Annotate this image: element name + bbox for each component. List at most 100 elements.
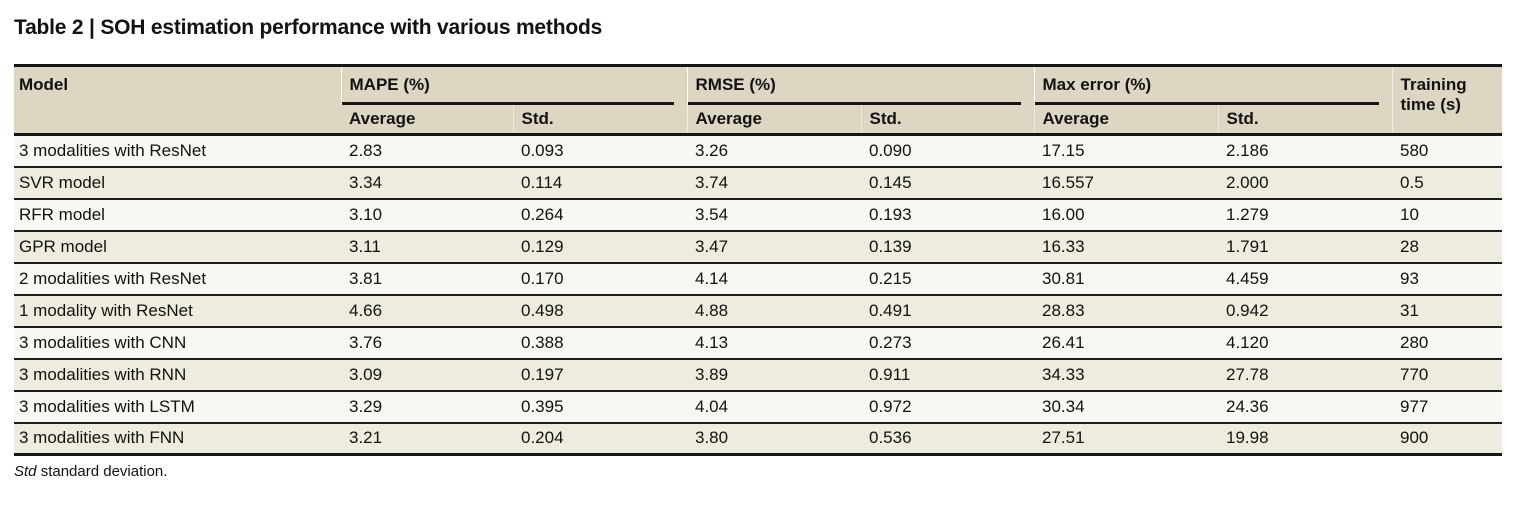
cell-maxerror-average: 30.81	[1042, 268, 1085, 288]
table-row: SVR model 3.34 0.114 3.74 0.145 16.557 2…	[14, 166, 1503, 199]
cell-mape-average: 4.66	[349, 300, 383, 320]
cell-model: 3 modalities with FNN	[19, 428, 185, 448]
cell-rmse-average: 3.26	[695, 140, 729, 160]
cell-mape-average: 3.21	[349, 428, 383, 448]
cell-maxerror-average: 16.33	[1042, 236, 1085, 256]
cell-rmse-std: 0.972	[869, 396, 912, 416]
table-header: Model MAPE (%) RMSE (%) Max error (%) Tr…	[14, 65, 1503, 135]
table-body: 3 modalities with ResNet 2.83 0.093 3.26…	[14, 134, 1503, 455]
cell-maxerror-average: 16.00	[1042, 204, 1085, 224]
cell-model: 3 modalities with RNN	[19, 364, 187, 384]
table-row: 3 modalities with RNN 3.09 0.197 3.89 0.…	[14, 358, 1503, 391]
cell-rmse-average: 4.13	[695, 332, 729, 352]
cell-maxerror-std: 24.36	[1226, 396, 1269, 416]
cell-maxerror-std: 4.120	[1226, 332, 1269, 352]
group-header-maxerror: Max error (%)	[1033, 65, 1393, 105]
cell-model: GPR model	[19, 236, 107, 256]
group-header-rmse: RMSE (%)	[686, 65, 1034, 105]
page: Table 2 | SOH estimation performance wit…	[14, 16, 1503, 481]
cell-mape-average: 3.11	[349, 236, 381, 256]
cell-rmse-average: 4.04	[695, 396, 729, 416]
col-header-model: Model	[14, 65, 341, 135]
footnote: Std standard deviation.	[14, 463, 1502, 481]
cell-rmse-std: 0.193	[869, 204, 912, 224]
table-row: 1 modality with ResNet 4.66 0.498 4.88 0…	[14, 294, 1503, 327]
cell-training-time: 770	[1400, 364, 1429, 384]
col-header-training-time: Training time (s)	[1391, 65, 1503, 135]
cell-maxerror-average: 28.83	[1042, 300, 1085, 320]
cell-mape-average: 2.83	[349, 140, 383, 160]
cell-training-time: 28	[1400, 236, 1419, 256]
cell-maxerror-std: 0.942	[1226, 300, 1269, 320]
cell-rmse-std: 0.273	[869, 332, 912, 352]
table-title: Table 2 | SOH estimation performance wit…	[14, 16, 603, 39]
cell-training-time: 10	[1400, 204, 1419, 224]
cell-rmse-std: 0.536	[869, 428, 912, 448]
cell-rmse-std: 0.911	[869, 364, 911, 384]
cell-maxerror-average: 17.15	[1042, 140, 1085, 160]
group-header-mape: MAPE (%)	[340, 65, 687, 105]
subheader-mape-std: Std.	[512, 104, 687, 135]
cell-maxerror-std: 4.459	[1226, 268, 1269, 288]
cell-model: 3 modalities with CNN	[19, 332, 187, 352]
cell-rmse-average: 4.88	[695, 300, 729, 320]
cell-maxerror-average: 30.34	[1042, 396, 1085, 416]
cell-rmse-average: 3.54	[695, 204, 729, 224]
cell-mape-average: 3.09	[349, 364, 383, 384]
cell-rmse-average: 3.74	[695, 172, 729, 192]
cell-training-time: 0.5	[1400, 172, 1424, 192]
cell-rmse-std: 0.491	[869, 300, 912, 320]
subheader-maxerror-std: Std.	[1217, 104, 1393, 135]
cell-training-time: 31	[1400, 300, 1419, 320]
subheader-rmse-std: Std.	[860, 104, 1034, 135]
subheader-mape-average: Average	[341, 104, 513, 135]
cell-model: 3 modalities with LSTM	[19, 396, 195, 416]
table-row: 2 modalities with ResNet 3.81 0.170 4.14…	[14, 262, 1503, 295]
cell-rmse-std: 0.145	[869, 172, 912, 192]
cell-rmse-std: 0.090	[869, 140, 912, 160]
cell-training-time: 93	[1400, 268, 1419, 288]
cell-mape-std: 0.395	[521, 396, 564, 416]
cell-maxerror-std: 27.78	[1226, 364, 1269, 384]
table-row: GPR model 3.11 0.129 3.47 0.139 16.33 1.…	[14, 230, 1503, 263]
cell-mape-average: 3.34	[349, 172, 383, 192]
cell-mape-average: 3.10	[349, 204, 383, 224]
cell-model: RFR model	[19, 204, 105, 224]
cell-mape-std: 0.388	[521, 332, 564, 352]
performance-table: Model MAPE (%) RMSE (%) Max error (%) Tr…	[14, 64, 1503, 456]
cell-rmse-average: 3.80	[695, 428, 729, 448]
cell-model: SVR model	[19, 172, 105, 192]
cell-rmse-std: 0.215	[869, 268, 912, 288]
cell-maxerror-std: 2.186	[1226, 140, 1269, 160]
cell-training-time: 580	[1400, 140, 1429, 160]
cell-training-time: 977	[1400, 396, 1429, 416]
cell-mape-std: 0.114	[521, 172, 563, 192]
footnote-text: standard deviation.	[40, 463, 168, 480]
cell-maxerror-std: 2.000	[1226, 172, 1269, 192]
cell-model: 2 modalities with ResNet	[19, 268, 207, 288]
table-row: 3 modalities with FNN 3.21 0.204 3.80 0.…	[14, 422, 1503, 455]
cell-mape-average: 3.76	[349, 332, 383, 352]
cell-rmse-average: 3.89	[695, 364, 729, 384]
cell-maxerror-average: 26.41	[1042, 332, 1085, 352]
cell-maxerror-std: 19.98	[1226, 428, 1269, 448]
table-row: 3 modalities with ResNet 2.83 0.093 3.26…	[14, 134, 1503, 167]
cell-rmse-std: 0.139	[869, 236, 912, 256]
cell-model: 1 modality with ResNet	[19, 300, 193, 320]
cell-mape-std: 0.498	[521, 300, 564, 320]
cell-maxerror-std: 1.279	[1226, 204, 1269, 224]
cell-model: 3 modalities with ResNet	[19, 140, 207, 160]
cell-mape-std: 0.129	[521, 236, 564, 256]
cell-rmse-average: 4.14	[695, 268, 729, 288]
cell-maxerror-std: 1.791	[1226, 236, 1269, 256]
cell-mape-std: 0.170	[521, 268, 564, 288]
table-row: 3 modalities with CNN 3.76 0.388 4.13 0.…	[14, 326, 1503, 359]
table-row: RFR model 3.10 0.264 3.54 0.193 16.00 1.…	[14, 198, 1503, 231]
table-row: 3 modalities with LSTM 3.29 0.395 4.04 0…	[14, 390, 1503, 423]
cell-training-time: 900	[1400, 428, 1429, 448]
cell-maxerror-average: 27.51	[1042, 428, 1085, 448]
subheader-rmse-average: Average	[686, 104, 861, 135]
cell-maxerror-average: 34.33	[1042, 364, 1085, 384]
header-sub-row: Average Std. Average Std. Average Std.	[14, 104, 1502, 135]
cell-mape-std: 0.197	[521, 364, 564, 384]
